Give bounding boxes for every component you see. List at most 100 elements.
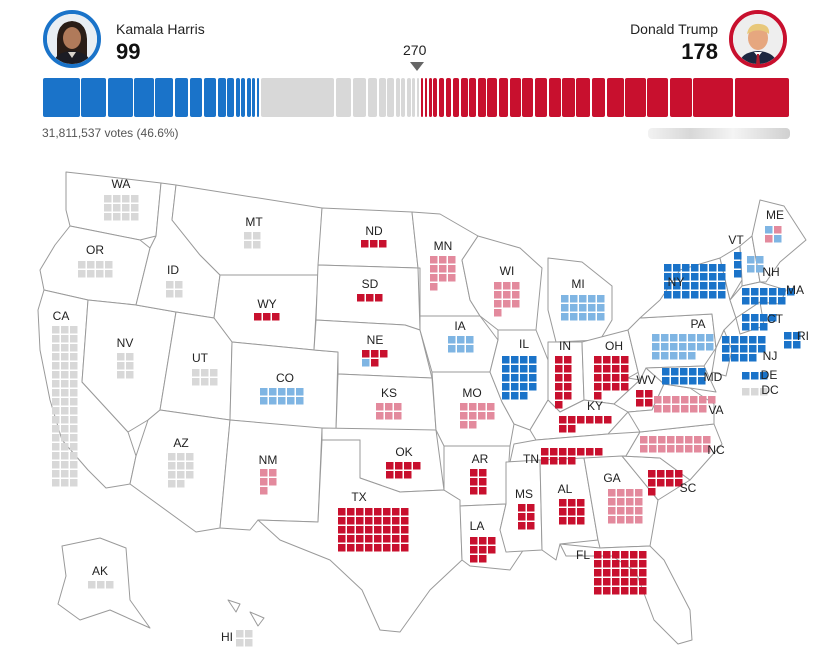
ev-tile-ca[interactable]	[61, 371, 69, 379]
ev-tile-wi[interactable]	[512, 291, 520, 299]
ev-tile-sc[interactable]	[666, 470, 674, 478]
ev-tile-me[interactable]	[774, 226, 782, 234]
ev-tile-fl[interactable]	[594, 587, 602, 595]
ev-tile-va[interactable]	[672, 396, 680, 404]
ev-tile-me[interactable]	[765, 235, 773, 243]
ev-tile-tx[interactable]	[365, 517, 373, 525]
ev-tile-ks[interactable]	[385, 412, 393, 420]
ev-tile-ca[interactable]	[70, 470, 78, 478]
ev-tile-fl[interactable]	[603, 578, 611, 586]
ev-tile-in[interactable]	[555, 365, 563, 373]
ev-tile-ut[interactable]	[201, 378, 209, 386]
ev-tile-ca[interactable]	[61, 407, 69, 415]
ev-tile-ca[interactable]	[52, 443, 60, 451]
ev-tile-tx[interactable]	[338, 517, 346, 525]
ev-tile-ma[interactable]	[778, 297, 786, 305]
ev-tile-nc[interactable]	[640, 436, 648, 444]
ev-tile-oh[interactable]	[603, 356, 611, 364]
ev-tile-mo[interactable]	[469, 421, 477, 429]
ev-tile-ca[interactable]	[61, 362, 69, 370]
ev-tile-az[interactable]	[168, 453, 176, 461]
ev-tile-ut[interactable]	[210, 378, 218, 386]
ev-tile-pa[interactable]	[652, 343, 660, 351]
ev-tile-nj[interactable]	[731, 345, 739, 353]
ev-tile-co[interactable]	[260, 388, 268, 396]
ev-tile-hi[interactable]	[236, 630, 244, 638]
ev-tile-pa[interactable]	[688, 343, 696, 351]
ev-tile-wi[interactable]	[494, 309, 502, 317]
ev-tile-az[interactable]	[186, 462, 194, 470]
ev-tile-az[interactable]	[168, 480, 176, 488]
ev-tile-ca[interactable]	[52, 461, 60, 469]
ev-tile-ar[interactable]	[479, 469, 487, 477]
ev-tile-wi[interactable]	[494, 291, 502, 299]
ev-tile-tx[interactable]	[347, 544, 355, 552]
ev-tile-ca[interactable]	[70, 326, 78, 334]
ev-tile-nm[interactable]	[269, 469, 277, 477]
ev-tile-ia[interactable]	[466, 345, 474, 353]
ev-tile-mt[interactable]	[253, 232, 261, 240]
ev-tile-ky[interactable]	[568, 416, 576, 424]
ev-tile-oh[interactable]	[594, 365, 602, 373]
ev-tile-wv[interactable]	[645, 399, 653, 407]
ev-tile-ri[interactable]	[793, 332, 801, 340]
ev-tile-wi[interactable]	[503, 291, 511, 299]
ev-tile-il[interactable]	[529, 365, 537, 373]
ev-tile-va[interactable]	[690, 396, 698, 404]
ev-tile-fl[interactable]	[630, 578, 638, 586]
ev-tile-md[interactable]	[662, 368, 670, 376]
ev-tile-tx[interactable]	[374, 535, 382, 543]
ev-tile-il[interactable]	[511, 356, 519, 364]
ev-tile-ca[interactable]	[61, 398, 69, 406]
ev-tile-ca[interactable]	[52, 353, 60, 361]
ev-tile-ok[interactable]	[404, 471, 412, 479]
ev-tile-ny[interactable]	[673, 273, 681, 281]
ev-tile-nj[interactable]	[722, 354, 730, 362]
ev-tile-me[interactable]	[774, 235, 782, 243]
ev-tile-tx[interactable]	[392, 517, 400, 525]
ev-tile-ga[interactable]	[617, 489, 625, 497]
ev-tile-nd[interactable]	[361, 240, 369, 248]
ev-tile-va[interactable]	[699, 396, 707, 404]
ev-tile-ky[interactable]	[568, 425, 576, 433]
ev-tile-ny[interactable]	[664, 291, 672, 299]
ev-tile-tx[interactable]	[401, 544, 409, 552]
ev-tile-tx[interactable]	[347, 517, 355, 525]
ev-tile-ca[interactable]	[52, 362, 60, 370]
ev-tile-wi[interactable]	[503, 282, 511, 290]
ev-tile-mt[interactable]	[244, 241, 252, 249]
ev-tile-ca[interactable]	[70, 443, 78, 451]
ev-tile-ky[interactable]	[559, 425, 567, 433]
ev-tile-ar[interactable]	[470, 469, 478, 477]
ev-tile-il[interactable]	[502, 383, 510, 391]
ev-tile-nc[interactable]	[658, 436, 666, 444]
ev-tile-pa[interactable]	[679, 352, 687, 360]
ev-tile-ca[interactable]	[52, 380, 60, 388]
ev-tile-fl[interactable]	[621, 551, 629, 559]
ev-tile-mn[interactable]	[448, 256, 456, 264]
ev-tile-oh[interactable]	[612, 383, 620, 391]
ev-tile-sc[interactable]	[675, 470, 683, 478]
ev-tile-ar[interactable]	[470, 487, 478, 495]
ev-tile-ca[interactable]	[70, 380, 78, 388]
ev-tile-ny[interactable]	[718, 282, 726, 290]
ev-tile-mo[interactable]	[460, 403, 468, 411]
ev-tile-ct[interactable]	[742, 314, 750, 322]
ev-tile-az[interactable]	[186, 471, 194, 479]
ev-tile-ny[interactable]	[691, 273, 699, 281]
ev-tile-ga[interactable]	[617, 516, 625, 524]
ev-tile-nj[interactable]	[758, 336, 766, 344]
ev-tile-tx[interactable]	[365, 526, 373, 534]
ev-tile-wa[interactable]	[131, 213, 139, 221]
ev-tile-ny[interactable]	[718, 273, 726, 281]
ev-tile-ar[interactable]	[479, 487, 487, 495]
ev-tile-mi[interactable]	[588, 304, 596, 312]
ev-tile-wi[interactable]	[494, 300, 502, 308]
ev-tile-va[interactable]	[708, 396, 716, 404]
ev-tile-wa[interactable]	[113, 204, 121, 212]
ev-tile-tx[interactable]	[365, 544, 373, 552]
ev-tile-mo[interactable]	[469, 403, 477, 411]
ev-tile-va[interactable]	[699, 405, 707, 413]
ev-tile-wv[interactable]	[645, 390, 653, 398]
ev-tile-mn[interactable]	[430, 274, 438, 282]
